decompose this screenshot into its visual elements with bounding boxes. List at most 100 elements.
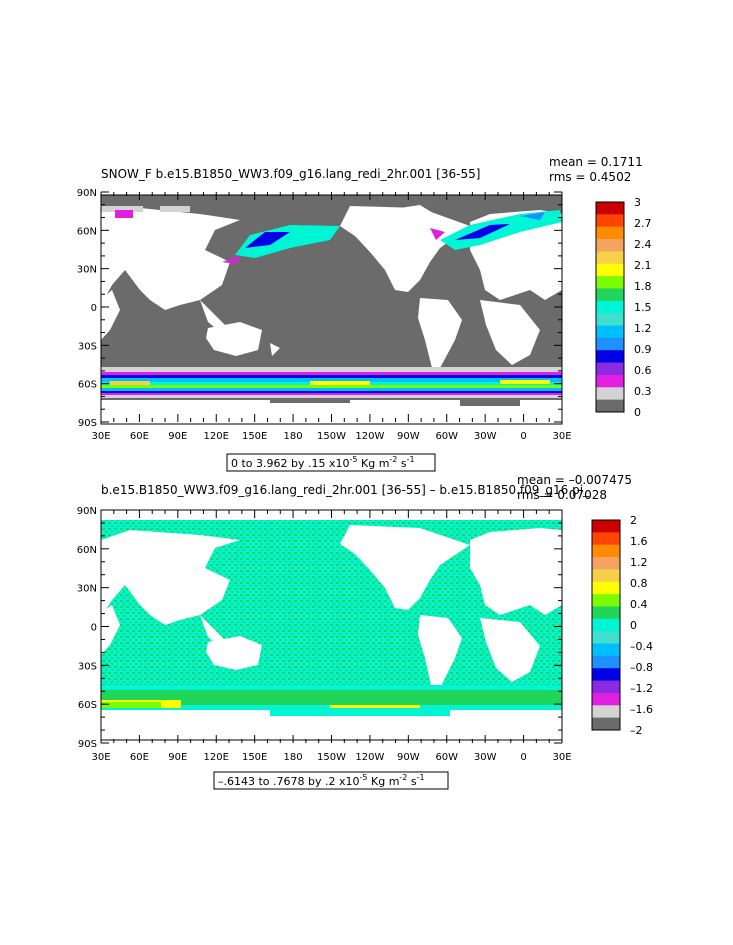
x-tick-label: 90E — [168, 752, 187, 763]
colorbar-swatch — [592, 705, 620, 719]
colorbar-swatch — [596, 399, 624, 413]
colorbar-swatch — [596, 313, 624, 326]
x-tick-label: 90E — [168, 431, 187, 442]
svg-text:0 to 3.962 by .15 x10-5 Kg m-2: 0 to 3.962 by .15 x10-5 Kg m-2 s-1 — [231, 455, 415, 470]
panel-1-north-pacific — [222, 225, 340, 264]
panel-2-southern-ocean — [101, 685, 562, 725]
x-tick-label: 30E — [552, 431, 571, 442]
colorbar-swatch — [592, 520, 620, 533]
x-tick-label: 150W — [317, 431, 346, 442]
y-tick-label: 0 — [91, 303, 97, 314]
colorbar-swatch — [596, 263, 624, 277]
colorbar-label: 0.8 — [630, 577, 648, 590]
colorbar-swatch — [592, 643, 620, 657]
x-tick-label: 180 — [284, 752, 303, 763]
x-tick-label: 120E — [204, 752, 229, 763]
colorbar-label: –1.2 — [630, 682, 653, 695]
y-tick-label: 0 — [91, 623, 97, 634]
colorbar-label: 1.8 — [634, 280, 652, 293]
panel-1-title: SNOW_F b.e15.B1850_WW3.f09_g16.lang_redi… — [101, 167, 480, 181]
y-tick-label: 30N — [77, 265, 97, 276]
panel-2-rms: rms = 0.07028 — [517, 488, 607, 502]
x-tick-label: 30E — [91, 431, 110, 442]
panel-1-north-atlantic — [430, 210, 562, 250]
panel-1-x-axis: 30E 60E 90E 120E 150E 180 150W 120W 90W 60W 30W 0 30… — [91, 192, 572, 442]
x-tick-label: 90W — [397, 431, 420, 442]
x-tick-label: 30W — [474, 752, 497, 763]
colorbar-swatch — [596, 288, 624, 302]
colorbar-label: 1.2 — [630, 556, 648, 569]
panel-1-land — [101, 205, 562, 368]
colorbar-swatch — [592, 631, 620, 644]
colorbar-swatch — [596, 251, 624, 265]
colorbar-swatch — [592, 668, 620, 681]
colorbar-swatch — [596, 276, 624, 289]
colorbar-swatch — [596, 325, 624, 339]
colorbar-label: 2.4 — [634, 238, 652, 251]
x-tick-label: 150E — [242, 752, 267, 763]
colorbar-swatch — [596, 387, 624, 401]
y-tick-label: 60N — [77, 545, 97, 556]
panel-1-arctic — [101, 206, 190, 218]
panel-2-map — [100, 509, 563, 741]
colorbar-swatch — [592, 717, 620, 731]
x-tick-label: 120W — [355, 752, 384, 763]
colorbar-swatch — [596, 300, 624, 314]
colorbar-label: 0.4 — [630, 598, 648, 611]
colorbar-swatch — [596, 214, 624, 228]
panel-2-colorbar: 2 1.6 1.2 0.8 0.4 0 –0.4 –0.8 –1.2 –1.6 –2 — [591, 514, 653, 737]
panel-2-y-axis: 90N 60N 30N 0 30S 60S 90S — [77, 506, 562, 750]
y-tick-label: 30S — [78, 661, 97, 672]
colorbar-swatch — [592, 618, 620, 632]
panel-1-mean: mean = 0.1711 — [549, 155, 643, 169]
colorbar-swatch — [592, 655, 620, 669]
colorbar-label: –1.6 — [630, 703, 653, 716]
panel-1: SNOW_F b.e15.B1850_WW3.f09_g16.lang_redi… — [77, 155, 652, 472]
panel-1-antarctica — [101, 398, 562, 418]
colorbar-swatch — [596, 202, 624, 215]
y-tick-label: 60S — [78, 380, 97, 391]
colorbar-label: –0.8 — [630, 661, 653, 674]
y-tick-label: 90N — [77, 188, 97, 199]
y-tick-label: 60S — [78, 700, 97, 711]
colorbar-label: 0 — [630, 619, 637, 632]
colorbar-label: –0.4 — [630, 640, 653, 653]
panel-2: b.e15.B1850_WW3.f09_g16.lang_redi_2hr.00… — [77, 473, 653, 790]
x-tick-label: 30W — [474, 431, 497, 442]
panel-1-southern-ocean-band — [101, 367, 562, 398]
x-tick-label: 60E — [130, 752, 149, 763]
colorbar-label: 0.9 — [634, 343, 652, 356]
x-tick-label: 120E — [204, 431, 229, 442]
colorbar-swatch — [592, 680, 620, 694]
x-tick-label: 30E — [91, 752, 110, 763]
colorbar-label: 2.7 — [634, 217, 652, 230]
panel-1-y-axis: 90N 60N 30N 0 30S 60S 90S — [77, 188, 562, 429]
colorbar-swatch — [592, 606, 620, 620]
x-tick-label: 180 — [284, 431, 303, 442]
panel-2-title: b.e15.B1850_WW3.f09_g16.lang_redi_2hr.00… — [101, 483, 590, 497]
x-tick-label: 60W — [435, 752, 458, 763]
colorbar-swatch — [596, 226, 624, 240]
colorbar-swatch — [592, 594, 620, 607]
y-tick-label: 90S — [78, 418, 97, 429]
colorbar-label: 1.6 — [630, 535, 648, 548]
colorbar-swatch — [592, 692, 620, 706]
svg-text:–.6143 to .7678 by .2 x10-5 Kg: –.6143 to .7678 by .2 x10-5 Kg m-2 s-1 — [218, 773, 425, 788]
panel-2-x-axis: 30E 60E 90E 120E 150E 180 150W 120W 90W 60W 30W 0 30… — [91, 510, 572, 763]
colorbar-swatch — [596, 239, 624, 252]
colorbar-swatch — [596, 350, 624, 363]
colorbar-label: 2 — [630, 514, 637, 527]
x-tick-label: 90W — [397, 752, 420, 763]
y-tick-label: 90S — [78, 739, 97, 750]
x-tick-label: 0 — [520, 752, 526, 763]
x-tick-label: 150W — [317, 752, 346, 763]
colorbar-label: 1.2 — [634, 322, 652, 335]
colorbar-swatch — [592, 581, 620, 595]
y-tick-label: 30S — [78, 341, 97, 352]
x-tick-label: 0 — [520, 431, 526, 442]
y-tick-label: 30N — [77, 584, 97, 595]
y-tick-label: 90N — [77, 506, 97, 517]
colorbar-label: 0.6 — [634, 364, 652, 377]
colorbar-label: 3 — [634, 196, 641, 209]
